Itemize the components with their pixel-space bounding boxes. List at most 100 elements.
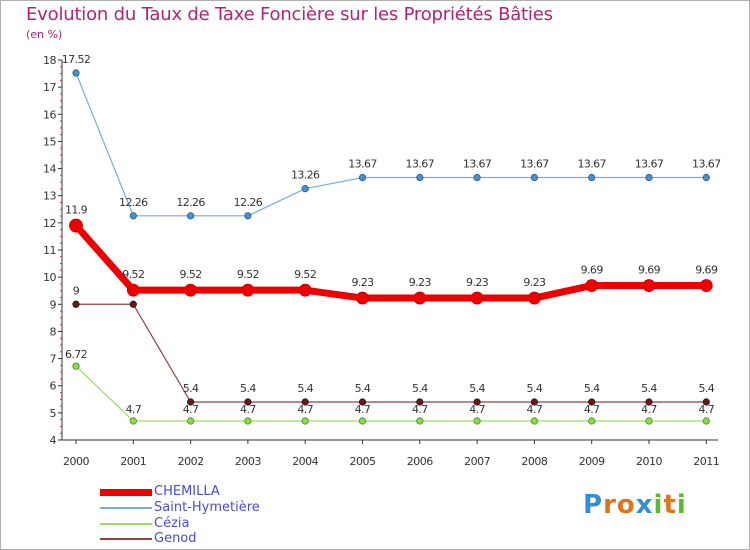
data-label: 9.52 — [180, 268, 202, 281]
legend-swatch — [100, 538, 152, 540]
logo-letter: t — [663, 490, 677, 520]
x-tick-label: 2008 — [521, 455, 547, 468]
data-label: 9.23 — [466, 276, 489, 289]
logo-letter: P — [583, 490, 604, 520]
data-point — [72, 69, 80, 77]
x-tick-label: 2000 — [63, 455, 89, 468]
x-tick-label: 2001 — [120, 455, 146, 468]
chart-subtitle: (en %) — [26, 28, 63, 41]
data-point — [528, 291, 541, 305]
data-point — [473, 417, 481, 425]
data-label: 9.69 — [581, 264, 604, 277]
data-point — [530, 398, 539, 406]
data-point — [72, 362, 80, 370]
data-point — [244, 417, 252, 425]
y-tick-label: 11 — [43, 244, 56, 257]
legend-label: Cézia — [154, 516, 190, 531]
series-line-chemilla — [72, 222, 710, 302]
data-point — [702, 417, 710, 425]
data-point — [72, 300, 80, 308]
data-label: 13.67 — [577, 158, 606, 171]
data-label: 9.69 — [695, 264, 718, 277]
data-label: 4.7 — [183, 403, 199, 416]
data-label: 4.7 — [641, 403, 657, 416]
x-tick-label: 2006 — [407, 455, 433, 468]
data-label: 13.67 — [692, 158, 721, 171]
data-point — [645, 173, 653, 182]
y-tick-label: 8 — [50, 325, 57, 338]
data-label: 13.67 — [406, 158, 435, 171]
x-tick-label: 2010 — [636, 455, 662, 468]
y-tick-label: 16 — [43, 108, 56, 121]
data-point — [588, 173, 596, 182]
data-label: 13.67 — [635, 158, 664, 171]
data-label: 4.7 — [412, 403, 428, 416]
data-label: 13.67 — [463, 158, 492, 171]
data-point — [129, 212, 137, 220]
y-tick-label: 6 — [50, 380, 57, 393]
y-tick-label: 15 — [43, 135, 56, 148]
data-label: 4.7 — [297, 403, 313, 416]
y-tick-label: 18 — [43, 54, 56, 67]
data-point — [301, 417, 309, 425]
data-point — [187, 398, 195, 406]
series-line-genod — [75, 303, 707, 403]
chart-title: Evolution du Taux de Taxe Foncière sur l… — [26, 4, 553, 25]
data-point — [129, 417, 137, 425]
legend-label: Saint-Hymetière — [154, 500, 260, 515]
data-label: 9.23 — [523, 276, 546, 289]
data-point — [473, 173, 481, 182]
data-point — [356, 291, 369, 305]
x-tick-label: 2004 — [292, 455, 318, 468]
data-point — [358, 398, 367, 406]
logo-letter: i — [676, 490, 687, 520]
data-label: 5.4 — [584, 382, 600, 395]
data-point — [301, 398, 309, 406]
data-point — [241, 283, 255, 297]
data-label: 12.26 — [234, 196, 263, 209]
data-label: 17.52 — [62, 53, 91, 66]
data-point — [642, 279, 656, 292]
data-label: 13.67 — [348, 158, 377, 171]
data-point — [416, 417, 424, 425]
legend-item: CHEMILLA — [100, 484, 220, 500]
data-label: 5.4 — [412, 382, 428, 395]
data-label: 9 — [73, 284, 80, 297]
data-label: 9.52 — [122, 268, 144, 281]
x-tick-label: 2009 — [579, 455, 605, 468]
data-point — [645, 398, 653, 406]
legend-item: Genod — [100, 531, 197, 547]
legend-item: Cézia — [100, 516, 189, 532]
data-point — [416, 398, 424, 406]
data-label: 9.52 — [294, 268, 316, 281]
data-label: 9.23 — [351, 276, 374, 289]
y-tick-label: 17 — [43, 81, 56, 94]
data-point — [702, 173, 710, 182]
series-line-c-zia — [75, 365, 707, 422]
data-point — [473, 398, 481, 406]
data-label: 9.69 — [638, 264, 661, 277]
y-tick-label: 10 — [43, 271, 56, 284]
series-line-saint-hymeti-re — [75, 72, 707, 217]
legend-swatch — [100, 523, 152, 525]
data-label: 4.7 — [125, 403, 141, 416]
data-label: 4.7 — [698, 403, 714, 416]
y-tick-label: 7 — [50, 353, 57, 366]
data-label: 4.7 — [584, 403, 600, 416]
legend-swatch — [100, 507, 152, 509]
data-point — [588, 417, 596, 425]
legend-label: Genod — [154, 531, 197, 546]
data-label: 5.4 — [297, 382, 313, 395]
data-label: 5.4 — [183, 382, 199, 395]
data-label: 5.4 — [527, 382, 543, 395]
data-label: 5.4 — [641, 382, 657, 395]
y-tick-label: 5 — [50, 407, 57, 420]
data-point — [244, 212, 252, 220]
data-point — [585, 279, 599, 292]
logo-letter: r — [603, 490, 617, 520]
data-point — [530, 173, 539, 182]
proxiti-logo: Proxiti — [583, 490, 687, 520]
data-point — [184, 283, 198, 297]
x-tick-label: 2007 — [464, 455, 490, 468]
